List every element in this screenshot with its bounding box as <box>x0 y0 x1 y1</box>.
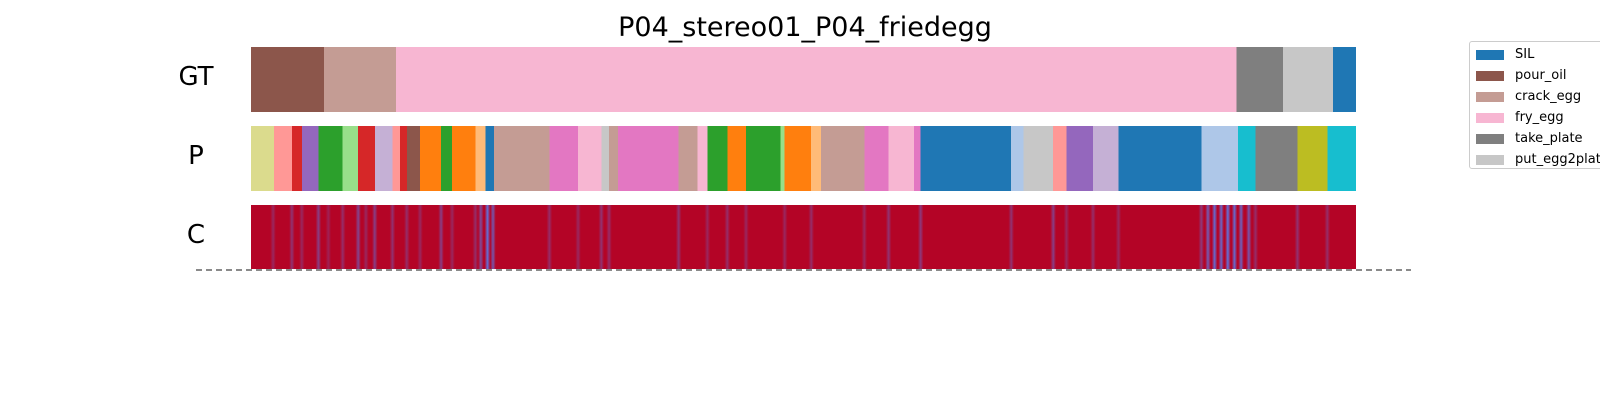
pred-segment-5 <box>318 126 343 191</box>
pred-segment-38 <box>1053 126 1067 191</box>
gt-segment-6 <box>1332 47 1357 112</box>
pred-segment-19 <box>578 126 602 191</box>
pred-segment-12 <box>420 126 442 191</box>
pred-segment-4 <box>301 126 319 191</box>
pred-segment-6 <box>342 126 359 191</box>
pred-segment-33 <box>888 126 914 191</box>
pred-segment-18 <box>549 126 579 191</box>
pred-segment-41 <box>1118 126 1202 191</box>
pred-segment-17 <box>494 126 550 191</box>
pred-segment-30 <box>811 126 822 191</box>
pred-segment-14 <box>452 126 476 191</box>
legend-label: pour_oil <box>1515 68 1567 83</box>
pred-segment-8 <box>374 126 393 191</box>
pred-segment-20 <box>601 126 610 191</box>
pred-segment-40 <box>1093 126 1119 191</box>
row-label-p: P <box>188 141 204 171</box>
pred-segment-7 <box>358 126 375 191</box>
pred-segment-31 <box>821 126 865 191</box>
gt-segment-2 <box>323 47 396 112</box>
pred-segment-43 <box>1237 126 1256 191</box>
pred-segment-37 <box>1023 126 1054 191</box>
pred-segment-16 <box>485 126 495 191</box>
pred-segment-21 <box>609 126 618 191</box>
gt-row <box>251 47 1357 112</box>
gt-segment-5 <box>1283 47 1333 112</box>
legend-swatch <box>1476 49 1504 60</box>
chart-title: P04_stereo01_P04_friedegg <box>618 12 992 43</box>
legend-item-fry-egg: fry_egg <box>1476 107 1600 128</box>
pred-segment-11 <box>406 126 421 191</box>
pred-segment-24 <box>697 126 708 191</box>
legend-item-put-egg2plat: put_egg2plat <box>1476 149 1600 168</box>
pred-segment-22 <box>617 126 679 191</box>
pred-segment-15 <box>475 126 486 191</box>
legend-label: fry_egg <box>1515 110 1564 125</box>
pred-segment-39 <box>1066 126 1094 191</box>
prediction-row <box>251 126 1356 191</box>
pred-segment-25 <box>707 126 728 191</box>
legend-swatch <box>1476 133 1504 144</box>
pred-segment-42 <box>1201 126 1238 191</box>
pred-segment-29 <box>784 126 812 191</box>
pred-segment-26 <box>727 126 747 191</box>
pred-segment-13 <box>441 126 453 191</box>
pred-segment-3 <box>291 126 302 191</box>
pred-segment-34 <box>914 126 921 191</box>
legend-label: SIL <box>1515 47 1535 62</box>
legend-swatch <box>1476 91 1504 102</box>
pred-segment-9 <box>392 126 401 191</box>
legend-swatch <box>1476 154 1504 165</box>
legend-item-take-plate: take_plate <box>1476 128 1600 149</box>
legend-item-pour-oil: pour_oil <box>1476 65 1600 86</box>
gt-segment-1 <box>251 47 324 112</box>
row-label-c: C <box>186 220 206 250</box>
pred-segment-10 <box>400 126 407 191</box>
pred-segment-23 <box>678 126 698 191</box>
legend-swatch <box>1476 70 1504 81</box>
pred-segment-32 <box>864 126 889 191</box>
pred-segment-46 <box>1327 126 1356 191</box>
pred-segment-35 <box>920 126 1012 191</box>
legend-item-sil: SIL <box>1476 44 1600 65</box>
confidence-strip <box>251 205 1356 269</box>
pred-segment-44 <box>1255 126 1298 191</box>
pred-segment-28 <box>780 126 785 191</box>
pred-segment-1 <box>251 126 275 191</box>
pred-segment-2 <box>274 126 292 191</box>
legend-label: crack_egg <box>1515 89 1582 104</box>
gt-segment-4 <box>1236 47 1284 112</box>
pred-segment-27 <box>746 126 781 191</box>
legend-label: take_plate <box>1515 131 1583 146</box>
legend-item-crack-egg: crack_egg <box>1476 86 1600 107</box>
row-label-gt: GT <box>178 62 214 92</box>
legend-swatch <box>1476 112 1504 123</box>
legend: SIL pour_oil crack_egg fry_egg take_plat… <box>1469 41 1600 169</box>
gt-segment-3 <box>395 47 1237 112</box>
pred-segment-45 <box>1297 126 1328 191</box>
legend-label: put_egg2plat <box>1515 152 1600 167</box>
pred-segment-36 <box>1011 126 1024 191</box>
